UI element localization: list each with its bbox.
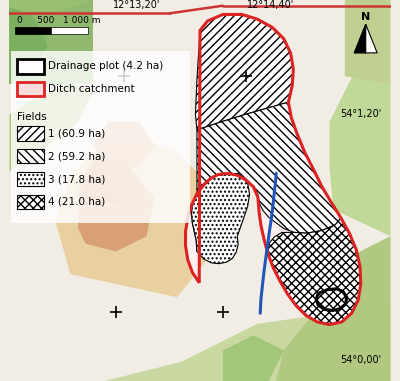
FancyBboxPatch shape: [17, 126, 44, 141]
Polygon shape: [268, 218, 361, 325]
Polygon shape: [10, 8, 48, 84]
Polygon shape: [354, 24, 366, 53]
Polygon shape: [223, 335, 284, 381]
FancyBboxPatch shape: [17, 149, 44, 163]
FancyBboxPatch shape: [10, 0, 93, 84]
Text: 54°1,20': 54°1,20': [340, 109, 381, 119]
Text: 54°0,00': 54°0,00': [340, 355, 381, 365]
Polygon shape: [93, 122, 154, 168]
Polygon shape: [366, 24, 377, 53]
Polygon shape: [345, 0, 390, 84]
Text: 12°13,20': 12°13,20': [114, 0, 161, 10]
Text: 2 (59.2 ha): 2 (59.2 ha): [48, 151, 106, 161]
Text: 12°14,40': 12°14,40': [247, 0, 294, 10]
Polygon shape: [186, 14, 361, 325]
Text: Fields: Fields: [17, 112, 47, 122]
Polygon shape: [10, 305, 390, 381]
Text: 3 (17.8 ha): 3 (17.8 ha): [48, 174, 106, 184]
Polygon shape: [276, 236, 390, 381]
FancyBboxPatch shape: [12, 51, 190, 223]
Polygon shape: [330, 76, 390, 236]
Text: Ditch catchment: Ditch catchment: [48, 84, 135, 94]
FancyBboxPatch shape: [15, 27, 52, 34]
FancyBboxPatch shape: [17, 82, 44, 96]
FancyBboxPatch shape: [17, 172, 44, 186]
FancyBboxPatch shape: [17, 195, 44, 209]
Polygon shape: [192, 102, 341, 251]
FancyBboxPatch shape: [52, 27, 88, 34]
Polygon shape: [196, 14, 293, 130]
Text: 4 (21.0 ha): 4 (21.0 ha): [48, 197, 106, 207]
Polygon shape: [55, 137, 208, 297]
Text: 0     500   1 000 m: 0 500 1 000 m: [17, 16, 101, 25]
Polygon shape: [78, 160, 139, 206]
Text: N: N: [361, 12, 370, 22]
Polygon shape: [10, 84, 93, 171]
Text: Drainage plot (4.2 ha): Drainage plot (4.2 ha): [48, 61, 164, 71]
Polygon shape: [78, 160, 154, 251]
Text: 1 (60.9 ha): 1 (60.9 ha): [48, 128, 106, 138]
Polygon shape: [192, 173, 250, 264]
FancyBboxPatch shape: [17, 59, 44, 74]
Polygon shape: [10, 0, 93, 15]
